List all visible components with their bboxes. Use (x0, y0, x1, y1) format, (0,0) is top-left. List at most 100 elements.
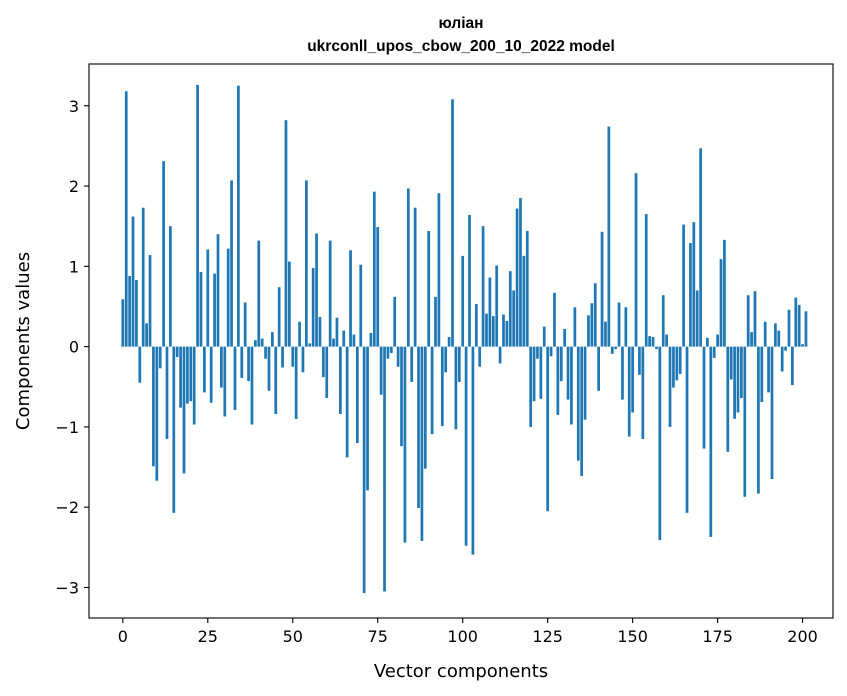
bar (182, 346, 186, 474)
bar (274, 346, 278, 415)
bar (617, 302, 621, 347)
bar (559, 346, 563, 382)
bar (699, 148, 702, 347)
bar (498, 346, 502, 364)
plot-frame (88, 63, 834, 619)
bar (189, 346, 193, 402)
bar (485, 313, 488, 347)
y-tick-label: −1 (55, 418, 79, 437)
bar (794, 297, 798, 347)
bar (488, 277, 492, 347)
bar (682, 224, 685, 347)
bar (124, 91, 128, 347)
bar (226, 248, 230, 347)
bar (216, 234, 220, 347)
bar (746, 295, 750, 347)
bar (413, 207, 417, 347)
bar (736, 346, 740, 413)
bar (658, 346, 662, 541)
bar (315, 233, 318, 347)
bar (430, 346, 434, 435)
bar (570, 346, 573, 425)
bar (203, 346, 206, 393)
bar (298, 321, 301, 347)
bar (209, 346, 213, 403)
x-tick-label: 150 (617, 627, 648, 646)
x-tick-label: 175 (702, 627, 733, 646)
bar (138, 346, 142, 383)
bar (723, 239, 726, 347)
bar (162, 161, 165, 347)
bar (389, 346, 393, 354)
bar (369, 332, 373, 347)
bar (563, 328, 567, 347)
bar (362, 346, 366, 594)
bar (753, 291, 757, 347)
bar (536, 346, 539, 359)
bar (400, 346, 403, 447)
bar (797, 304, 801, 347)
y-tick-label: 3 (69, 97, 79, 116)
bar (192, 346, 196, 425)
bar (383, 346, 386, 592)
bar (774, 323, 777, 347)
bar (233, 346, 237, 411)
bar (665, 334, 668, 347)
bar (131, 216, 135, 347)
bar (712, 346, 716, 358)
bar (145, 323, 148, 347)
bar (155, 346, 159, 481)
bar (583, 346, 587, 420)
x-axis-label: Vector components (374, 661, 548, 682)
bar (237, 85, 240, 347)
x-tick-label: 75 (368, 627, 388, 646)
bar (454, 346, 458, 430)
bar (495, 265, 499, 347)
bar (587, 315, 590, 347)
bar (729, 346, 733, 380)
bar (675, 346, 679, 381)
bar (491, 316, 495, 347)
bar (655, 346, 658, 350)
bar (427, 231, 431, 347)
bar (271, 332, 274, 347)
bar (566, 346, 570, 400)
bar (288, 261, 291, 347)
bar (311, 267, 315, 347)
bar (597, 346, 601, 391)
bar (515, 208, 519, 347)
bar (247, 346, 250, 382)
bar (763, 321, 767, 347)
bar (733, 346, 736, 419)
bar (372, 191, 376, 347)
bar (423, 346, 427, 469)
bar (213, 273, 216, 347)
bar (321, 346, 325, 378)
y-tick-label: −2 (55, 498, 79, 517)
bar (294, 346, 298, 419)
bar (804, 311, 808, 347)
chart-title-line-2: ukrconll_upos_cbow_200_10_2022 model (307, 38, 615, 55)
bar (505, 320, 509, 347)
bar (461, 255, 465, 347)
bar (522, 255, 526, 347)
bar (471, 346, 475, 555)
bars-group (121, 84, 808, 594)
bar (767, 346, 770, 393)
bar (284, 120, 288, 347)
bar (716, 334, 719, 347)
bar (158, 346, 162, 369)
x-axis: 0 25 50 75 100 125 150 175 200 (118, 618, 818, 646)
bar (172, 346, 176, 513)
bar (186, 346, 189, 404)
bar (644, 214, 648, 347)
bar (141, 207, 145, 347)
bar (627, 346, 631, 437)
bar (444, 346, 448, 373)
bar (672, 346, 675, 388)
bar (406, 188, 410, 347)
bar (695, 290, 699, 347)
y-tick-label: 2 (69, 177, 79, 196)
bar (580, 346, 584, 476)
bar (260, 338, 264, 347)
